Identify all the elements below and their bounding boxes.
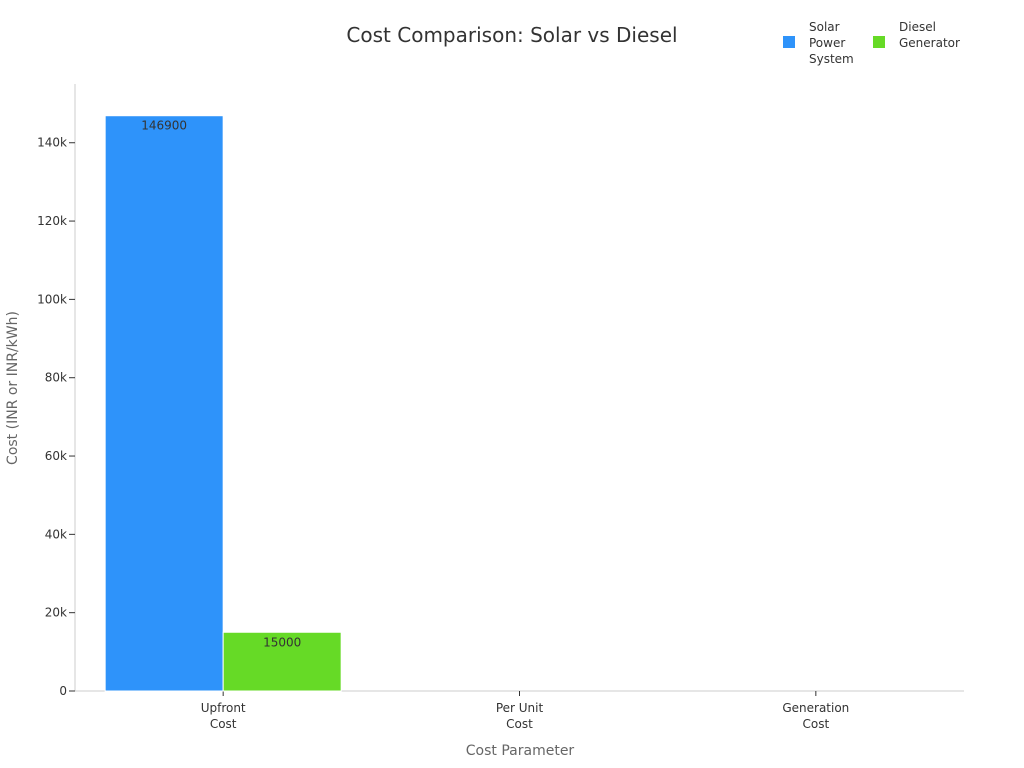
x-tick-label: Upfront Cost <box>201 701 246 731</box>
bar <box>104 115 224 692</box>
legend-item: Solar Power System <box>783 20 854 66</box>
legend-label: Diesel Generator <box>899 20 960 50</box>
legend-swatch <box>783 36 795 48</box>
y-axis: 0 20k 40k 60k 80k 100k 120k 140k <box>37 84 76 698</box>
y-tick-label: 60k <box>45 449 67 463</box>
data-label: 146900 <box>141 119 187 133</box>
x-tick-label: Generation Cost <box>782 701 849 731</box>
data-labels: 146900 15000 <box>141 119 301 650</box>
chart-title: Cost Comparison: Solar vs Diesel <box>346 23 677 47</box>
x-axis: Upfront Cost Per Unit Cost Generation Cost <box>75 690 964 731</box>
y-tick-label: 0 <box>59 684 67 698</box>
x-axis-title: Cost Parameter <box>466 743 575 759</box>
y-tick-label: 40k <box>45 527 67 541</box>
y-tick-label: 120k <box>37 214 67 228</box>
y-tick-label: 100k <box>37 292 67 306</box>
x-tick-label: Per Unit Cost <box>496 701 544 731</box>
y-axis-title: Cost (INR or INR/kWh) <box>5 311 21 465</box>
legend-item: Diesel Generator <box>873 20 960 50</box>
legend-label: Solar Power System <box>809 20 854 66</box>
legend-swatch <box>873 36 885 48</box>
data-label: 15000 <box>263 635 301 649</box>
bar <box>222 631 342 692</box>
y-tick-label: 80k <box>45 371 67 385</box>
bars <box>104 115 342 692</box>
legend: Solar Power System Diesel Generator <box>783 20 960 66</box>
y-tick-label: 140k <box>37 136 67 150</box>
y-tick-label: 20k <box>45 606 67 620</box>
